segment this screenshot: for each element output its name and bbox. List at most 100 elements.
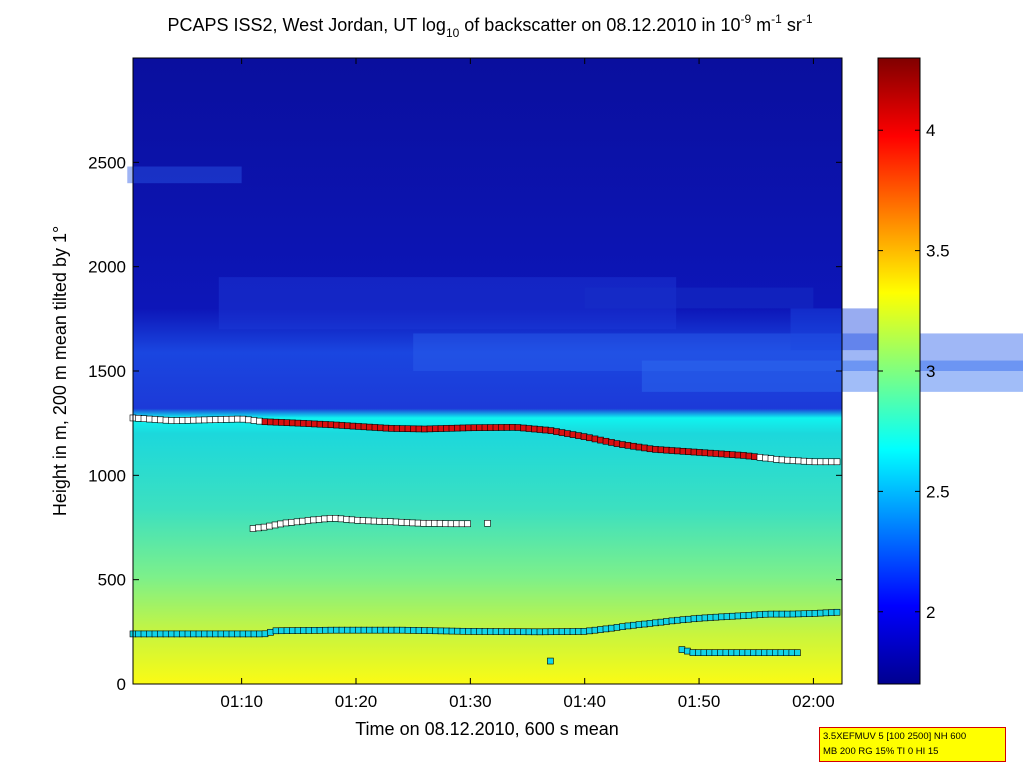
marker-square (432, 627, 439, 635)
marker-square (206, 416, 214, 424)
y-tick-label: 0 (117, 675, 126, 694)
marker-square (387, 518, 394, 525)
marker-square (498, 424, 505, 431)
marker-square (310, 516, 317, 524)
marker-square (586, 627, 593, 635)
marker-square (239, 415, 247, 423)
marker-square (795, 457, 802, 465)
marker-square (712, 450, 720, 457)
marker-square (806, 458, 813, 465)
marker-square (283, 419, 291, 426)
marker-square (267, 418, 274, 426)
marker-square (392, 518, 400, 526)
marker-square (425, 520, 433, 527)
marker-square (371, 424, 379, 431)
marker-square (569, 431, 577, 438)
marker-square (729, 612, 736, 620)
marker-square (343, 516, 350, 523)
y-tick-label: 1000 (88, 466, 126, 485)
marker-square (293, 518, 301, 526)
marker-square (739, 649, 746, 657)
marker-square (789, 610, 797, 618)
colorbar-tick-label: 3 (926, 362, 935, 381)
marker-square (223, 416, 230, 423)
marker-square (766, 649, 774, 657)
marker-square (271, 521, 279, 529)
marker-square (354, 516, 361, 524)
marker-square (536, 628, 544, 636)
marker-square (674, 447, 681, 455)
marker-square (184, 416, 192, 424)
marker-square (140, 630, 148, 638)
marker-square (492, 628, 500, 635)
marker-square (266, 522, 273, 530)
marker-square (695, 649, 702, 657)
marker-square (316, 420, 324, 428)
marker-square (646, 620, 654, 627)
marker-square (712, 613, 720, 621)
marker-square (289, 419, 296, 427)
marker-square (580, 433, 588, 440)
marker-square (201, 630, 208, 638)
marker-square (135, 630, 142, 638)
marker-square (366, 423, 373, 431)
marker-square (817, 609, 824, 617)
marker-square (624, 442, 632, 449)
marker-square (333, 421, 340, 429)
marker-square (447, 520, 455, 528)
marker-square (420, 519, 427, 527)
colorbar-tick-label: 4 (926, 121, 935, 140)
marker-square (426, 425, 434, 433)
marker-square (531, 628, 538, 636)
marker-square (602, 625, 610, 633)
marker-square (773, 610, 780, 618)
marker-square (591, 435, 599, 443)
marker-square (321, 515, 328, 523)
marker-square (728, 649, 735, 657)
marker-square (344, 626, 351, 634)
marker-square (602, 437, 610, 445)
marker-square (646, 445, 654, 453)
marker-square (701, 449, 709, 457)
marker-square (272, 418, 280, 426)
marker-square (536, 426, 544, 433)
marker-square (575, 628, 582, 635)
marker-square (784, 610, 791, 618)
marker-square (399, 425, 406, 432)
marker-square (767, 455, 775, 462)
marker-square (404, 626, 412, 634)
x-tick-label: 01:40 (563, 692, 606, 711)
marker-square (586, 434, 593, 442)
marker-square (778, 456, 786, 464)
marker-square (162, 416, 170, 424)
marker-square (525, 425, 533, 432)
marker-square (349, 626, 357, 634)
marker-square (783, 649, 790, 657)
x-axis-label: Time on 08.12.2010, 600 s mean (355, 719, 619, 739)
marker-square (135, 415, 142, 422)
marker-square (348, 516, 356, 524)
marker-square (454, 424, 461, 432)
marker-square (597, 436, 604, 444)
marker-square (349, 422, 357, 430)
marker-square (465, 424, 472, 432)
marker-square (326, 515, 334, 522)
marker-square (453, 520, 460, 528)
marker-square (146, 630, 153, 638)
marker-square (542, 426, 549, 434)
marker-square (744, 649, 752, 657)
marker-square (300, 627, 307, 634)
marker-square (173, 630, 181, 638)
marker-square (256, 417, 263, 425)
marker-square (410, 627, 417, 634)
marker-square (360, 626, 368, 634)
marker-square (278, 627, 285, 635)
marker-square (542, 628, 549, 636)
marker-square (580, 628, 588, 635)
marker-square (553, 428, 560, 435)
marker-square (377, 626, 384, 634)
marker-square (299, 517, 306, 525)
marker-square (470, 628, 478, 635)
marker-square (684, 647, 691, 655)
y-axis: 0 500 1000 1500 2000 2500 (88, 153, 842, 694)
